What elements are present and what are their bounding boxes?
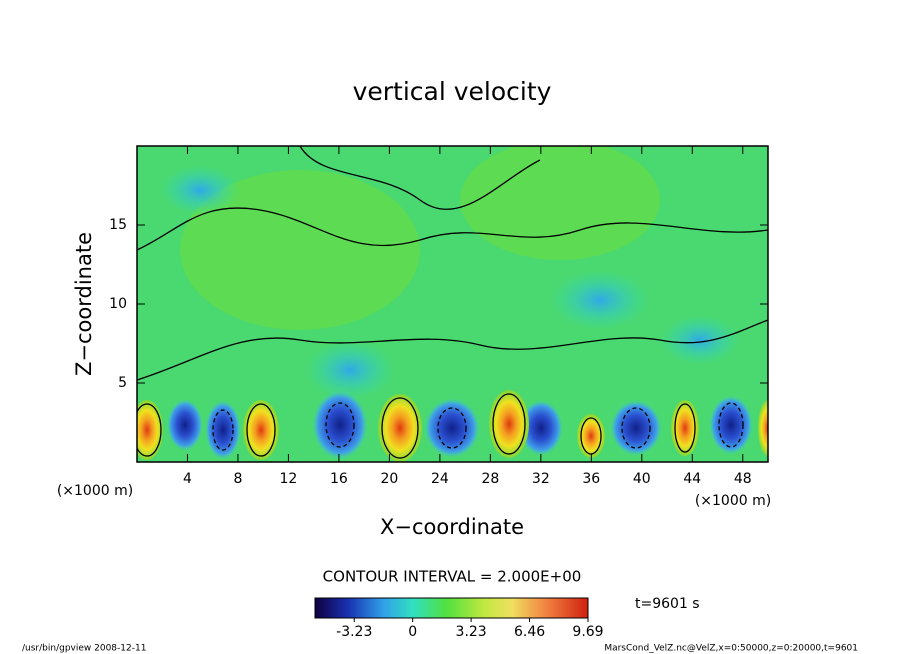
y-axis-label: Z−coordinate <box>72 232 96 376</box>
colorbar-tick-label: 0 <box>408 624 417 640</box>
y-unit: (×1000 m) <box>57 483 133 499</box>
y-tick-label: 15 <box>109 217 127 233</box>
colorbar <box>314 597 589 619</box>
footer-left: /usr/bin/gpview 2008-12-11 <box>22 644 146 654</box>
footer-right: MarsCond_VelZ.nc@VelZ,x=0:50000,z=0:2000… <box>604 644 858 654</box>
colorbar-tick-label: 9.69 <box>572 624 603 640</box>
x-tick-label: 32 <box>532 471 550 487</box>
x-unit: (×1000 m) <box>695 493 771 509</box>
x-tick-label: 16 <box>330 471 348 487</box>
chart-title: vertical velocity <box>353 77 552 106</box>
colorbar-tick-label: -3.23 <box>336 624 372 640</box>
x-axis-label: X−coordinate <box>380 515 524 539</box>
x-tick-label: 28 <box>481 471 499 487</box>
x-tick-label: 20 <box>380 471 398 487</box>
colorbar-tick-label: 3.23 <box>456 624 487 640</box>
x-tick-label: 44 <box>683 471 701 487</box>
contour-interval: CONTOUR INTERVAL = 2.000E+00 <box>323 568 582 586</box>
x-tick-label: 36 <box>582 471 600 487</box>
time-label: t=9601 s <box>635 596 700 612</box>
x-tick-label: 48 <box>734 471 752 487</box>
x-tick-label: 8 <box>233 471 242 487</box>
contour-field <box>137 146 768 462</box>
y-tick-label: 10 <box>109 296 127 312</box>
x-tick-label: 12 <box>280 471 298 487</box>
colorbar-tick-label: 6.46 <box>514 624 545 640</box>
y-tick-label: 5 <box>118 375 127 391</box>
x-tick-label: 24 <box>431 471 449 487</box>
x-tick-label: 40 <box>633 471 651 487</box>
x-tick-label: 4 <box>183 471 192 487</box>
